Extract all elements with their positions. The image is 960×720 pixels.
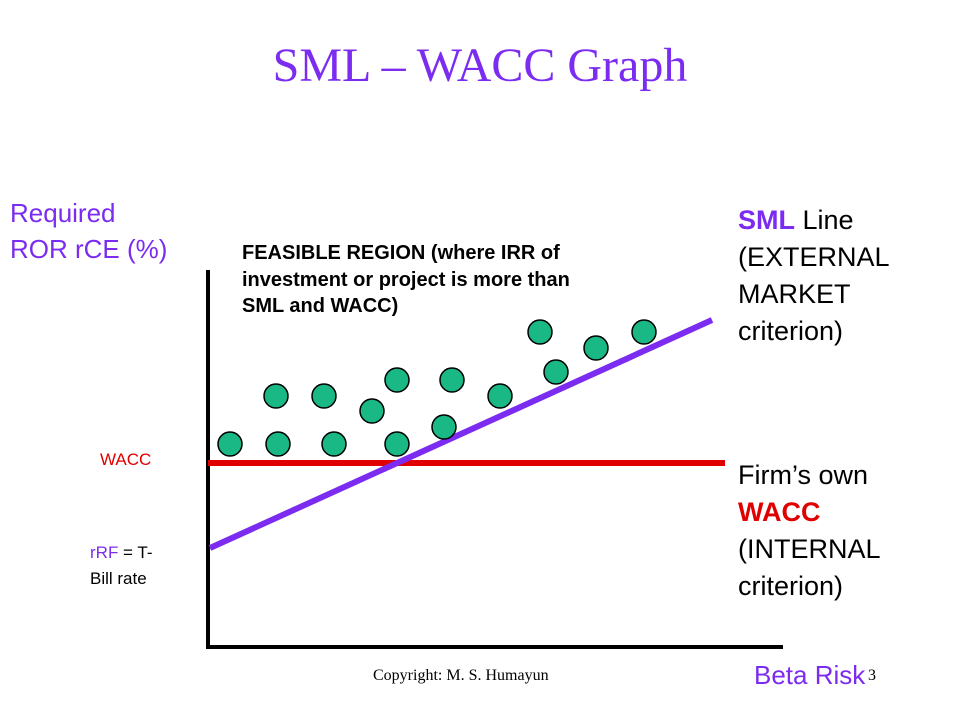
slide-title: SML – WACC Graph	[272, 39, 688, 92]
wacc-desc-line4: criterion)	[738, 571, 844, 601]
rrf-axis-label: rRF = T- Bill rate	[90, 540, 153, 592]
copyright-footer: Copyright: M. S. Humayun	[373, 667, 549, 684]
feasible-point-14	[631, 319, 657, 345]
feasible-point-8	[359, 398, 385, 424]
feasible-region-label: FEASIBLE REGION (where IRR of investment…	[242, 240, 612, 320]
sml-desc-line4: criterion)	[738, 316, 844, 346]
feasible-point-1	[217, 431, 243, 457]
y-axis-label-line2: ROR rCE (%)	[10, 234, 168, 264]
feasible-points	[217, 319, 657, 457]
rrf-line2: Bill rate	[90, 569, 147, 588]
wacc-name: WACC	[738, 497, 821, 527]
wacc-name-line1: Firm’s own	[738, 460, 869, 490]
y-axis-label-line1: Required	[10, 198, 116, 228]
slide-number: 3	[868, 667, 876, 684]
sml-name-rest: Line	[795, 205, 854, 235]
x-axis-label: Beta Risk	[754, 660, 866, 690]
sml-name: SML	[738, 205, 795, 235]
y-axis-label: Required ROR rCE (%)	[10, 195, 167, 267]
feasible-point-2	[265, 431, 291, 457]
sml-desc-line3: MARKET	[738, 279, 851, 309]
feasible-point-9	[384, 367, 410, 393]
wacc-desc-line3: (INTERNAL	[738, 534, 881, 564]
feasible-point-11	[487, 383, 513, 409]
feasible-point-4	[384, 431, 410, 457]
feasible-point-6	[263, 383, 289, 409]
sml-line	[208, 317, 714, 551]
feasible-region-bold: FEASIBLE REGION	[242, 242, 426, 264]
wacc-line-label: Firm’s own WACC (INTERNAL criterion)	[738, 457, 881, 605]
feasible-point-12	[543, 359, 569, 385]
rrf-rest: = T-	[118, 543, 153, 562]
feasible-point-3	[321, 431, 347, 457]
rrf-symbol: rRF	[90, 543, 119, 562]
feasible-point-10	[439, 367, 465, 393]
feasible-point-13	[583, 335, 609, 361]
feasible-point-7	[311, 383, 337, 409]
feasible-region-rest: (where IRR of investment or project is m…	[242, 242, 570, 317]
feasible-point-5	[431, 414, 457, 440]
sml-desc-line2: (EXTERNAL	[738, 242, 890, 272]
wacc-axis-label: WACC	[100, 450, 152, 469]
feasible-point-15	[527, 319, 553, 345]
sml-line-label: SML Line (EXTERNAL MARKET criterion)	[738, 202, 890, 350]
